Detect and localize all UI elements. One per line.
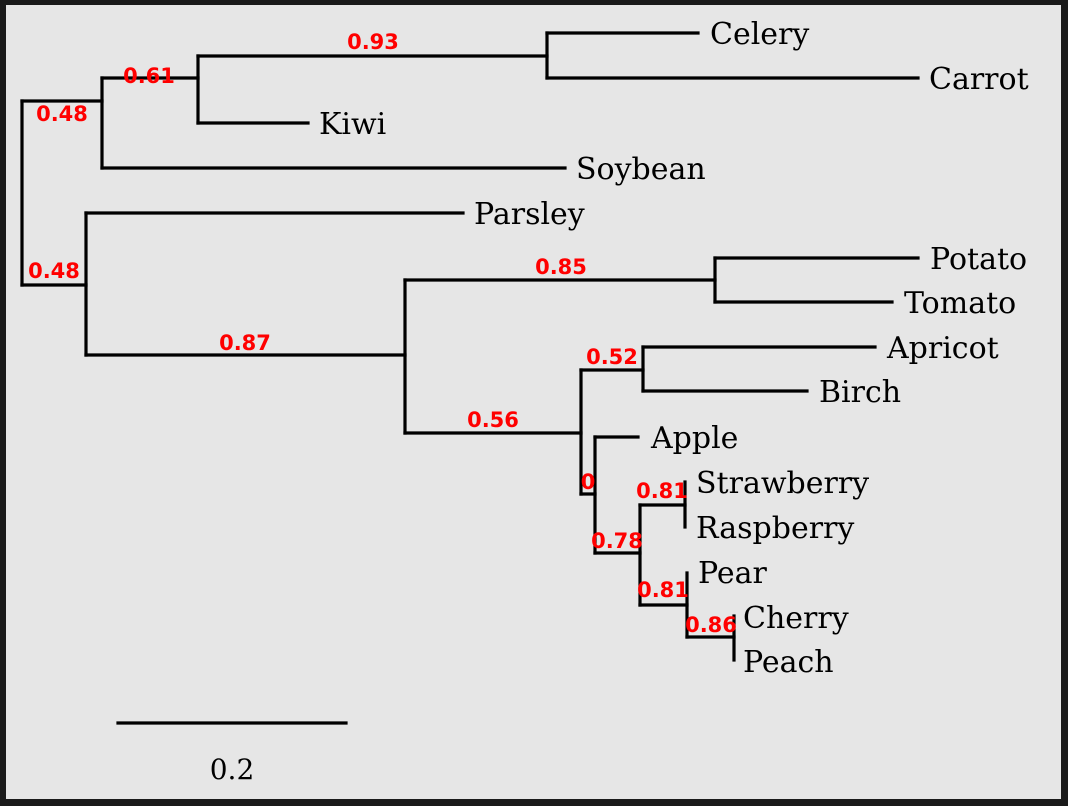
leaf-apricot: Apricot xyxy=(886,331,999,366)
support-apricot-birch: 0.52 xyxy=(586,345,638,369)
leaf-pear: Pear xyxy=(698,556,767,591)
support-rosid-clade: 0.87 xyxy=(219,331,271,355)
support-apple-clade: 0 xyxy=(581,470,596,494)
leaf-apple: Apple xyxy=(650,421,738,456)
leaf-soybean: Soybean xyxy=(576,152,706,187)
leaf-birch: Birch xyxy=(819,375,901,410)
support-pear-clade: 0.81 xyxy=(637,578,689,602)
support-berry-clade: 0.81 xyxy=(636,479,688,503)
leaf-strawberry: Strawberry xyxy=(696,466,869,501)
leaf-carrot: Carrot xyxy=(929,62,1029,97)
support-rosaceae-clade: 0.56 xyxy=(467,408,519,432)
support-values: 0.93 0.61 0.48 0.48 0.85 0.87 0.52 0.56 … xyxy=(28,30,737,637)
support-kiwi-clade: 0.61 xyxy=(123,64,175,88)
leaf-labels: Celery Carrot Kiwi Soybean Parsley Potat… xyxy=(319,17,1029,680)
leaf-potato: Potato xyxy=(930,242,1027,277)
tree-background xyxy=(6,5,1061,799)
scale-bar-label: 0.2 xyxy=(210,753,255,786)
support-root-split: 0.48 xyxy=(28,259,80,283)
leaf-kiwi: Kiwi xyxy=(319,107,386,142)
leaf-peach: Peach xyxy=(743,645,834,680)
support-soybean-clade: 0.48 xyxy=(36,102,88,126)
support-pear-berry-clade: 0.78 xyxy=(591,529,643,553)
support-celery-carrot: 0.93 xyxy=(347,30,399,54)
support-cherry-peach: 0.86 xyxy=(685,613,737,637)
leaf-raspberry: Raspberry xyxy=(696,511,854,546)
leaf-celery: Celery xyxy=(710,17,809,52)
leaf-parsley: Parsley xyxy=(474,197,585,232)
leaf-tomato: Tomato xyxy=(904,286,1016,321)
tree-branches xyxy=(20,31,920,725)
leaf-cherry: Cherry xyxy=(743,601,849,636)
support-nightshade-clade: 0.85 xyxy=(535,255,587,279)
